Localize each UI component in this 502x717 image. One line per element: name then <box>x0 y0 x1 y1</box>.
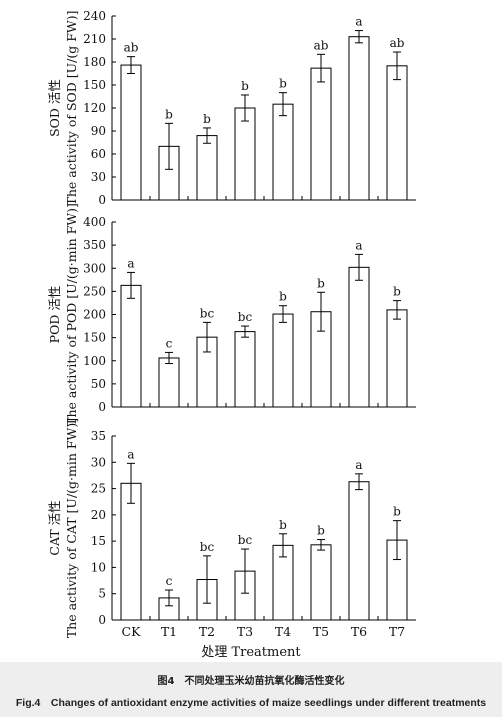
x-tick-label: T6 <box>351 624 367 639</box>
pod-y-tick-label: 0 <box>98 400 106 414</box>
sod-bar-ck <box>120 64 142 201</box>
cat-significance-letter: b <box>317 524 325 538</box>
cat-significance-letter: bc <box>200 540 215 554</box>
pod-y-tick-label: 350 <box>83 238 106 252</box>
pod-y-tick-label: 50 <box>91 377 106 391</box>
x-tick-label: T5 <box>313 624 329 639</box>
sod-bar-t7 <box>386 65 408 201</box>
pod-significance-letter: b <box>279 290 287 304</box>
sod-significance-letter: ab <box>390 36 405 50</box>
pod-bar-t3 <box>234 331 256 408</box>
sod-y-tick-label: 210 <box>83 32 106 46</box>
sod-significance-letter: b <box>203 112 211 126</box>
sod-bar-t4 <box>272 103 294 201</box>
caption-chinese: 图4 不同处理玉米幼苗抗氧化酶活性变化 <box>157 676 345 687</box>
pod-y-tick-label: 100 <box>83 354 106 368</box>
cat-significance-letter: b <box>279 518 287 532</box>
x-tick-label: T7 <box>389 624 405 639</box>
cat-significance-letter: bc <box>238 533 253 547</box>
pod-significance-letter: a <box>127 256 134 270</box>
pod-bar-t6 <box>348 266 370 408</box>
cat-y-tick-label: 35 <box>91 429 106 443</box>
sod-y-tick-label: 90 <box>91 124 106 138</box>
cat-significance-letter: a <box>127 447 134 461</box>
x-tick-label: CK <box>122 624 142 639</box>
sod-significance-letter: ab <box>314 38 329 52</box>
cat-y-tick-label: 0 <box>98 613 106 627</box>
cat-bar-t5 <box>310 544 332 621</box>
pod-y-tick-label: 200 <box>83 308 106 322</box>
pod-significance-letter: bc <box>200 306 215 320</box>
cat-significance-letter: b <box>393 505 401 519</box>
x-axis-title: 处理 Treatment <box>201 645 301 660</box>
pod-y-tick-label: 300 <box>83 261 106 275</box>
sod-bar-t2 <box>196 135 218 201</box>
pod-significance-letter: bc <box>238 310 253 324</box>
pod-y-tick-label: 150 <box>83 331 106 345</box>
sod-y-tick-label: 150 <box>83 78 106 92</box>
cat-y-tick-label: 30 <box>91 455 106 469</box>
sod-significance-letter: b <box>165 107 173 121</box>
pod-bar-ck <box>120 284 142 408</box>
caption-band <box>0 662 502 717</box>
cat-bar-t6 <box>348 481 370 621</box>
sod-y-tick-label: 60 <box>91 147 106 161</box>
sod-y-tick-label: 240 <box>83 9 106 23</box>
x-tick-label: T1 <box>161 624 177 639</box>
sod-y-tick-label: 30 <box>91 170 106 184</box>
cat-significance-letter: a <box>355 458 362 472</box>
pod-significance-letter: a <box>355 238 362 252</box>
pod-bar-t1 <box>158 357 180 408</box>
sod-bar-t5 <box>310 67 332 201</box>
sod-y-title-cn: SOD 活性 <box>47 79 62 137</box>
x-tick-label: T4 <box>275 624 291 639</box>
cat-bar-ck <box>120 482 142 621</box>
x-tick-label: T2 <box>199 624 215 639</box>
pod-bar-t4 <box>272 313 294 408</box>
sod-significance-letter: ab <box>124 41 139 55</box>
cat-y-tick-label: 20 <box>91 508 106 522</box>
sod-y-tick-label: 120 <box>83 101 106 115</box>
sod-significance-letter: a <box>355 15 362 29</box>
pod-y-title-cn: POD 活性 <box>47 286 62 344</box>
cat-y-title-en: The activity of CAT [U/(g·min FW)] <box>64 418 79 638</box>
sod-bar-t3 <box>234 107 256 201</box>
sod-y-title-en: The activity of SOD [U/(g FW)] <box>64 10 79 205</box>
pod-y-title-en: The activity of POD [U/(g·min FW)] <box>64 203 79 426</box>
cat-y-tick-label: 15 <box>91 534 106 548</box>
cat-y-tick-label: 25 <box>91 482 106 496</box>
cat-y-tick-label: 5 <box>98 587 106 601</box>
pod-y-tick-label: 400 <box>83 215 106 229</box>
pod-significance-letter: c <box>166 336 173 350</box>
pod-y-tick-label: 250 <box>83 284 106 298</box>
sod-significance-letter: b <box>279 77 287 91</box>
pod-bar-t7 <box>386 309 408 408</box>
pod-significance-letter: b <box>317 276 325 290</box>
sod-bar-t6 <box>348 36 370 201</box>
cat-significance-letter: c <box>166 574 173 588</box>
sod-significance-letter: b <box>241 79 249 93</box>
cat-y-title-cn: CAT 活性 <box>47 500 62 555</box>
pod-significance-letter: b <box>393 285 401 299</box>
sod-y-tick-label: 180 <box>83 55 106 69</box>
cat-y-tick-label: 10 <box>91 560 106 574</box>
sod-y-tick-label: 0 <box>98 193 106 207</box>
caption-english: Fig.4 Changes of antioxidant enzyme acti… <box>15 697 487 709</box>
x-tick-label: T3 <box>237 624 253 639</box>
